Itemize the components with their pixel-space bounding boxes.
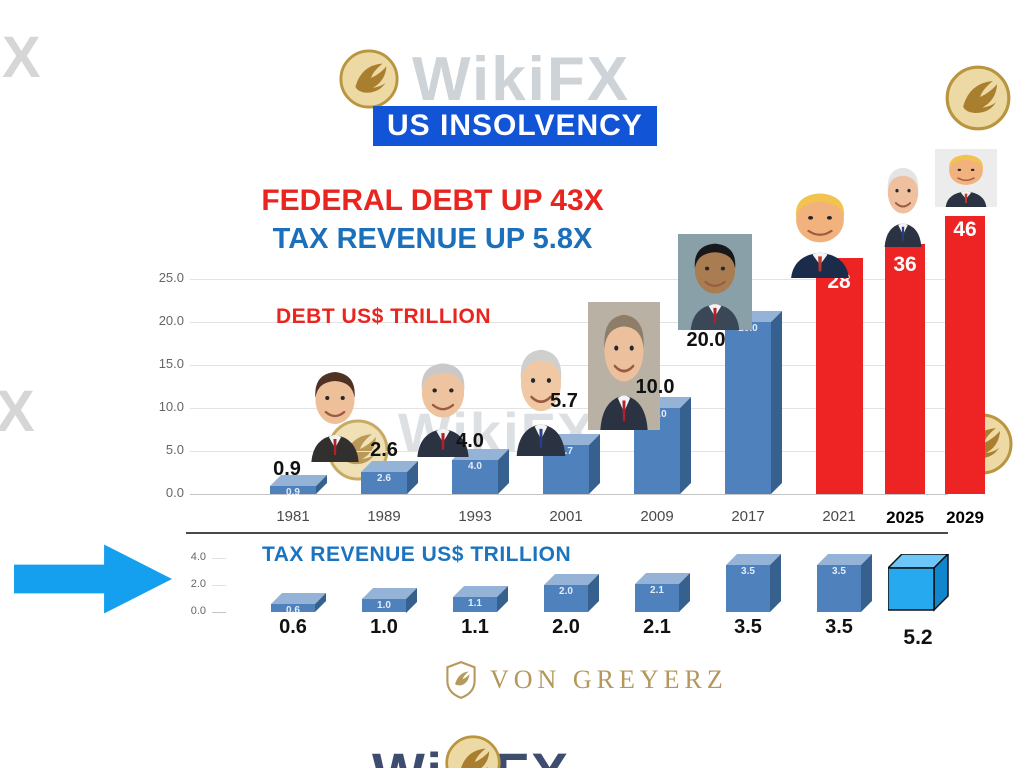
bar-side-face [680, 397, 691, 494]
debt-bar-1981: 0.9 [270, 475, 327, 498]
debt-value-label: 20.0 [686, 329, 726, 351]
tax-value-label: 5.2 [903, 626, 933, 649]
debt-value-label: 2.6 [370, 438, 398, 461]
tax-cube-2029 [888, 554, 950, 612]
wikifx-gold-logo-icon [444, 734, 502, 768]
headline-tax: TAX REVENUE UP 5.8X [272, 223, 593, 255]
tax-bar-5: 3.5 [726, 553, 781, 612]
bar-inner-label: 3.5 [741, 565, 755, 577]
bar-inner-label: 3.5 [832, 565, 846, 577]
debt-year-label: 1981 [276, 508, 310, 525]
von-greyerz-crest-icon [446, 661, 476, 699]
debt-year-label: 1989 [367, 508, 401, 525]
president-photo-trump-2 [935, 149, 997, 207]
president-photo-clinton [504, 338, 578, 456]
headline-debt: FEDERAL DEBT UP 43X [261, 184, 604, 217]
debt-gridline [190, 494, 948, 495]
tax-bar-6: 3.5 [817, 553, 872, 612]
tax-y-axis-tick: 4.0 [190, 551, 206, 563]
tax-value-label: 3.5 [734, 616, 762, 638]
debt-value-label: 5.7 [550, 389, 578, 412]
tax-value-label: 1.1 [461, 616, 489, 638]
debt-y-axis-tick: 0.0 [165, 485, 184, 500]
debt-bar-2017: 20.0 [725, 311, 782, 494]
tax-chart-title: TAX REVENUE US$ TRILLION [262, 543, 572, 566]
tax-bar-1: 1.0 [362, 587, 417, 612]
tax-value-label: 0.6 [279, 616, 307, 638]
tax-gridline [212, 612, 226, 613]
bar-inner-label: 0.6 [286, 604, 300, 616]
chart-divider [186, 532, 948, 534]
debt-y-axis-tick: 20.0 [158, 313, 184, 328]
tax-value-label: 2.1 [643, 616, 671, 638]
debt-gridline [190, 365, 948, 366]
tax-bar-3: 2.0 [544, 574, 599, 612]
bar-inner-label: 5.7 [559, 445, 573, 457]
tax-bar-0: 0.6 [271, 592, 326, 615]
tax-bar-2: 1.1 [453, 586, 508, 612]
debt-y-axis-tick: 5.0 [165, 442, 184, 457]
president-photo-biden [875, 159, 931, 247]
president-photo-trump [776, 184, 864, 278]
bar-inner-label: 2.1 [650, 584, 664, 596]
debt-value-label: 10.0 [635, 376, 675, 398]
debt-bar-1993: 4.0 [452, 448, 509, 494]
tax-value-label: 1.0 [370, 616, 398, 638]
tax-value-label: 2.0 [552, 616, 580, 638]
debt-bar-2025: 36 [885, 244, 925, 494]
debt-bar-2029: 46 [945, 216, 985, 494]
president-photo-obama [678, 234, 752, 330]
debt-value-label: 4.0 [456, 429, 484, 452]
debt-year-label: 1993 [458, 508, 492, 525]
tax-gridline [212, 558, 226, 559]
bar-side-face [861, 553, 872, 612]
president-photo-bush-jr [588, 302, 660, 430]
president-photo-reagan [299, 362, 371, 462]
debt-bar-2021: 28 [815, 258, 863, 494]
debt-chart-title: DEBT US$ TRILLION [276, 305, 492, 328]
debt-year-label: 2009 [640, 508, 674, 525]
debt-y-axis-tick: 10.0 [158, 399, 184, 414]
debt-value-label: 46 [953, 218, 977, 241]
debt-gridline [190, 279, 948, 280]
debt-value-label: 36 [893, 253, 917, 276]
bar-inner-label: 2.0 [559, 586, 573, 597]
footer-brand: VON GREYERZ [444, 660, 728, 700]
bar-side-face [770, 553, 781, 612]
footer-brand-name: VON GREYERZ [490, 665, 728, 694]
wikifx-gold-logo-icon [944, 64, 1012, 132]
debt-year-label: 2021 [822, 508, 856, 525]
debt-year-label: 2017 [731, 508, 765, 525]
debt-year-label: 2001 [549, 508, 583, 525]
debt-y-axis-tick: 15.0 [158, 356, 184, 371]
bar-inner-label: 0.9 [286, 487, 300, 499]
debt-gridline [190, 408, 948, 409]
bar-inner-label: 2.6 [377, 472, 391, 484]
wikifx-gold-logo-icon [338, 48, 400, 110]
debt-year-label: 2025 [886, 508, 924, 527]
watermark-edge-letter: X [0, 379, 35, 444]
debt-bar-1989: 2.6 [361, 460, 418, 494]
debt-year-label: 2029 [946, 508, 984, 527]
president-photo-bush-sr [404, 353, 482, 457]
tax-bar-4: 2.1 [635, 572, 690, 612]
debt-y-axis-tick: 25.0 [158, 270, 184, 285]
tax-y-axis-tick: 0.0 [190, 605, 206, 617]
tax-gridline [212, 585, 226, 586]
page-title: US INSOLVENCY [373, 106, 657, 146]
bar-inner-label: 1.1 [468, 598, 482, 610]
wikifx-watermark: WikiFX [412, 45, 631, 114]
debt-value-label: 0.9 [273, 458, 301, 481]
bar-side-face [771, 311, 782, 494]
watermark-edge-letter: X [2, 25, 41, 90]
headlines: FEDERAL DEBT UP 43X TAX REVENUE UP 5.8X [205, 184, 660, 256]
debt-gridline [190, 322, 948, 323]
tax-value-label: 3.5 [825, 616, 853, 638]
bar-inner-label: 1.0 [377, 599, 391, 611]
bar-inner-label: 4.0 [468, 460, 482, 472]
tax-y-axis-tick: 2.0 [190, 578, 206, 590]
